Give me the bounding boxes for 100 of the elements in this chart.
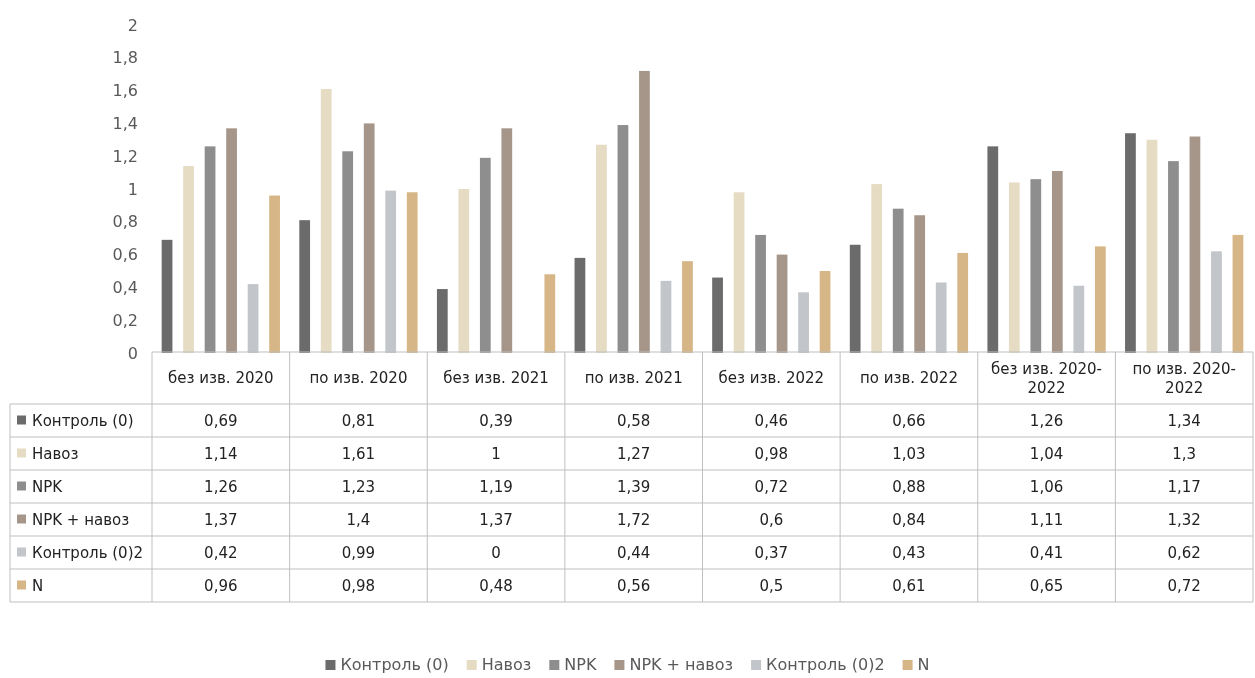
x-tick-label: по изв. 2020-2022	[1132, 359, 1236, 397]
y-tick-label: 1,6	[112, 81, 138, 101]
data-label: 1,14	[204, 444, 238, 463]
bar	[342, 151, 354, 353]
data-label: 0,66	[892, 411, 926, 430]
bar	[161, 239, 173, 353]
bar	[957, 252, 969, 353]
y-tick-label: 1,8	[112, 48, 138, 68]
data-label: 1,17	[1167, 477, 1201, 496]
bar	[1008, 182, 1020, 353]
data-label: 0,37	[754, 543, 789, 562]
bar	[226, 128, 237, 353]
text: N	[32, 576, 44, 595]
bar	[544, 274, 556, 353]
bar	[1146, 139, 1158, 353]
data-label: 1,37	[204, 510, 238, 529]
data-label: 0,72	[1167, 576, 1201, 595]
x-tick-label: без изв. 2022	[718, 369, 825, 387]
data-label: 0,44	[616, 543, 651, 562]
x-tick-label: по изв. 2022	[859, 369, 958, 387]
text: Навоз	[481, 655, 532, 674]
data-label: 0,96	[204, 576, 238, 595]
bar	[871, 184, 883, 353]
legend-label: Навоз	[32, 444, 79, 463]
data-label: 1,4	[346, 510, 371, 529]
y-tick-label: 0	[127, 343, 138, 363]
data-label: 0,43	[892, 543, 926, 562]
bar	[363, 123, 375, 353]
legend-label: NPK	[32, 477, 64, 496]
y-tick-label: 1,4	[112, 114, 138, 134]
bar	[987, 146, 999, 353]
data-label: 1,23	[341, 477, 376, 496]
bar	[617, 125, 629, 353]
data-label: 0,65	[1029, 576, 1064, 595]
bar	[1168, 161, 1179, 353]
bar	[479, 157, 491, 353]
data-label: 0,98	[754, 444, 789, 463]
x-tick-label: без изв. 2020-2022	[991, 359, 1103, 397]
data-label: 1,39	[616, 477, 651, 496]
bar	[733, 192, 745, 353]
x-tick-label: без изв. 2021	[443, 369, 549, 387]
data-label: 1,03	[892, 444, 926, 463]
data-label: 0	[491, 543, 501, 562]
y-tick-label: 2	[127, 15, 138, 35]
legend-label: NPK + навоз	[32, 510, 130, 529]
data-label: 1,37	[479, 510, 513, 529]
data-label: 0,62	[1167, 543, 1201, 562]
data-label: 1,26	[1029, 411, 1064, 430]
y-tick-label: 1,2	[112, 146, 138, 166]
data-label: 0,39	[479, 411, 513, 430]
data-label: 1,19	[479, 477, 513, 496]
bar	[849, 244, 861, 353]
y-tick-label: 1	[127, 179, 138, 199]
data-label: 0,88	[892, 477, 926, 496]
bar	[320, 88, 332, 353]
data-label: 1,72	[616, 510, 651, 529]
data-label: 1,27	[616, 444, 651, 463]
data-label: 0,72	[754, 477, 789, 496]
data-label: 0,98	[341, 576, 376, 595]
y-tick-label: 0,8	[112, 212, 138, 232]
data-label: 1,3	[1172, 444, 1197, 463]
bar	[892, 208, 904, 353]
bar	[1232, 234, 1244, 353]
y-tick-label: 0,4	[112, 278, 138, 298]
bar	[183, 166, 194, 353]
data-label: 0,46	[754, 411, 789, 430]
data-label: 0,48	[479, 576, 513, 595]
data-label: 0,56	[616, 576, 651, 595]
legend-label: Контроль (0)2	[32, 543, 144, 562]
x-tick-label: без изв. 2020	[168, 369, 274, 387]
bar	[596, 144, 607, 353]
data-label: 1,06	[1029, 477, 1064, 496]
data-label: 1,04	[1029, 444, 1064, 463]
y-tick-label: 0,6	[112, 245, 138, 265]
x-tick-label: по изв. 2021	[584, 369, 683, 387]
bar	[639, 70, 650, 353]
bar	[914, 215, 926, 353]
bar	[299, 220, 311, 353]
legend-label: Контроль (0)	[32, 411, 134, 430]
bar	[682, 261, 693, 353]
data-label: 0,84	[892, 510, 926, 529]
text: Контроль (0)	[340, 655, 449, 674]
bar	[269, 195, 280, 353]
data-label: 1,26	[204, 477, 238, 496]
text: Контроль (0)2	[766, 655, 885, 674]
data-label: 1,34	[1167, 411, 1201, 430]
data-label: 0,5	[759, 576, 784, 595]
bar	[819, 271, 831, 353]
data-label: 0,41	[1029, 543, 1064, 562]
data-label: 0,58	[616, 411, 651, 430]
bar	[406, 192, 418, 353]
bar	[776, 254, 788, 353]
text: NPK + навоз	[629, 655, 734, 674]
data-label: 0,42	[204, 543, 238, 562]
data-label: 0,69	[204, 411, 238, 430]
data-label: 1,61	[341, 444, 376, 463]
bar	[712, 277, 723, 353]
x-tick-label: по изв. 2020	[309, 369, 408, 387]
data-label: 1,11	[1029, 510, 1064, 529]
data-label: 1	[491, 444, 501, 463]
